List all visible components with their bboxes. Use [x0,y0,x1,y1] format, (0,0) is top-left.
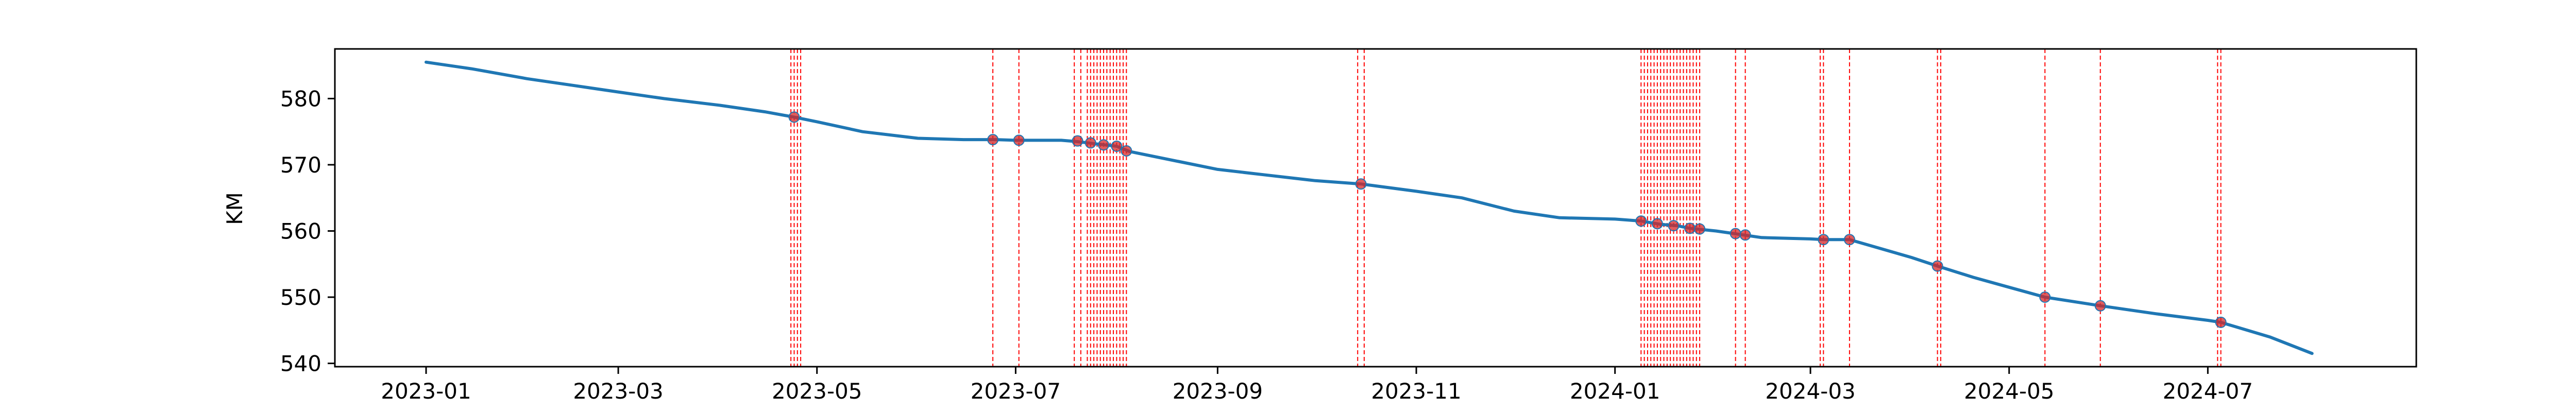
x-tick-label: 2024-03 [1765,379,1856,404]
event-marker [2094,300,2106,312]
y-tick-label: 550 [280,285,321,310]
event-marker [1355,178,1367,190]
event-lines [790,49,2222,367]
y-tick-label: 570 [280,152,321,178]
event-marker [1121,145,1132,157]
x-tick-label: 2024-05 [1964,379,2055,404]
x-tick-label: 2023-01 [381,379,471,404]
x-tick-label: 2024-01 [1570,379,1660,404]
event-marker [1013,134,1025,146]
plot-frame [334,48,2417,368]
event-marker [2039,291,2051,303]
y-tick-label: 540 [280,351,321,376]
event-marker [788,111,800,123]
x-tick-label: 2023-09 [1173,379,1263,404]
event-marker [1651,218,1663,230]
x-tick-label: 2023-07 [971,379,1061,404]
event-marker [1668,220,1680,232]
event-marker [1635,215,1647,227]
event-marker [1084,137,1096,149]
x-tick-label: 2023-11 [1371,379,1462,404]
event-marker [1072,135,1083,147]
event-marker [1739,229,1751,241]
y-axis: 540 550 560 570 580 [280,86,335,376]
y-tick-label: 560 [280,218,321,244]
event-marker [1098,139,1110,151]
event-marker [1111,140,1123,152]
event-marker [1818,234,1829,246]
x-tick-label: 2024-07 [2163,379,2253,404]
x-tick-label: 2023-03 [573,379,664,404]
event-marker [2215,316,2227,328]
event-marker [987,134,999,146]
event-markers [788,111,2227,328]
event-marker [1684,222,1696,234]
x-tick-label: 2023-05 [772,379,862,404]
event-marker [1694,223,1706,235]
y-tick-label: 580 [280,86,321,111]
x-axis: 2023-01 2023-03 2023-05 2023-07 2023-09 2023-… [381,367,2253,404]
event-marker [1931,260,1943,272]
event-marker [1730,228,1741,239]
event-marker [1843,234,1855,246]
km-series-line [425,60,2314,355]
y-axis-title: KM [222,192,247,225]
